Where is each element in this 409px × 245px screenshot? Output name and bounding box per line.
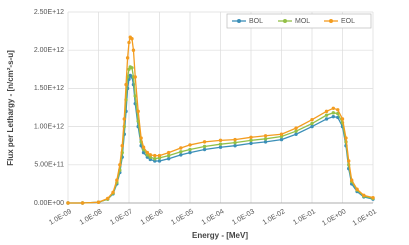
data-point: [130, 37, 134, 41]
x-tick-label: 1.0E-03: [231, 208, 256, 226]
legend-marker: [283, 19, 287, 23]
legend-marker: [237, 19, 241, 23]
data-point: [188, 143, 192, 147]
data-point: [347, 159, 351, 163]
data-point: [233, 144, 237, 148]
data-point: [131, 48, 136, 52]
y-tick-label: 1.00E+12: [34, 123, 64, 130]
data-point: [80, 201, 85, 205]
data-point: [324, 109, 329, 114]
y-tick-label: 1.50E+12: [34, 85, 64, 92]
data-point: [344, 136, 348, 140]
x-tick-label: 1.0E+01: [352, 208, 378, 227]
data-point: [124, 82, 128, 87]
x-tick-label: 1.0E-07: [109, 208, 134, 226]
data-point: [336, 108, 340, 112]
data-point: [349, 178, 354, 182]
x-axis-title: Energy - [MeV]: [192, 231, 248, 240]
data-point: [153, 156, 157, 161]
data-point: [127, 40, 131, 45]
data-point: [166, 150, 171, 155]
data-point: [188, 150, 192, 155]
x-tick-label: 1.0E+00: [321, 208, 347, 227]
y-tick-label: 5.00E+11: [34, 162, 64, 169]
data-point: [371, 195, 375, 200]
data-point: [120, 144, 124, 148]
data-point: [218, 145, 223, 149]
x-tick-label: 1.0E-04: [201, 208, 226, 226]
data-point: [340, 117, 345, 121]
data-point: [202, 140, 207, 144]
data-point: [133, 94, 137, 98]
data-point: [115, 178, 119, 182]
y-axis-title: Flux per Lethargy - [n/cm²-s-u]: [6, 50, 15, 166]
y-tick-label: 0.00E+00: [34, 200, 64, 207]
data-point: [233, 137, 237, 142]
data-point: [130, 66, 134, 70]
data-point: [355, 187, 359, 191]
data-point: [141, 145, 146, 149]
data-point: [362, 193, 366, 198]
x-tick-label: 1.0E-02: [262, 208, 287, 226]
data-point: [331, 106, 336, 110]
data-point: [105, 196, 110, 201]
data-point: [157, 153, 162, 158]
x-tick-label: 1.0E-09: [48, 208, 73, 226]
legend-label: EOL: [341, 18, 355, 25]
data-point: [188, 147, 192, 152]
x-tick-label: 1.0E-08: [79, 208, 104, 226]
data-point: [249, 141, 253, 146]
x-tick-label: 1.0E-06: [140, 208, 165, 226]
data-point: [148, 153, 153, 157]
legend-label: MOL: [295, 18, 310, 25]
y-tick-label: 2.50E+12: [34, 9, 64, 16]
data-point: [122, 117, 126, 121]
x-tick-label: 1.0E-01: [292, 208, 317, 226]
data-point: [249, 138, 253, 143]
data-point: [202, 147, 207, 152]
data-point: [279, 132, 284, 136]
legend-label: BOL: [249, 18, 263, 25]
data-point: [310, 118, 314, 122]
data-point: [331, 114, 336, 119]
data-point: [179, 146, 183, 150]
data-point: [202, 144, 207, 149]
data-point: [157, 159, 162, 163]
data-point: [233, 140, 237, 145]
data-point: [294, 126, 298, 130]
data-point: [166, 156, 171, 161]
data-point: [263, 134, 268, 138]
data-point: [279, 137, 284, 142]
x-tick-label: 1.0E-05: [170, 208, 195, 226]
data-point: [294, 129, 298, 133]
data-point: [136, 109, 140, 114]
legend-marker: [329, 19, 333, 23]
data-point: [179, 153, 183, 157]
data-point: [133, 75, 137, 79]
data-point: [331, 111, 336, 115]
y-tick-label: 2.00E+12: [34, 47, 64, 54]
data-point: [310, 124, 314, 129]
data-point: [294, 132, 298, 136]
data-point: [96, 200, 101, 204]
data-point: [263, 137, 268, 141]
data-point: [118, 163, 122, 167]
data-point: [179, 150, 183, 154]
data-point: [125, 56, 130, 60]
data-point: [111, 190, 115, 195]
legend-box: [226, 13, 372, 29]
data-point: [310, 121, 314, 126]
data-point: [249, 135, 253, 139]
data-point: [218, 138, 223, 143]
data-point: [145, 150, 150, 155]
data-point: [66, 201, 70, 205]
data-point: [166, 153, 171, 158]
data-point: [324, 113, 329, 117]
data-point: [263, 140, 268, 144]
data-point: [324, 117, 329, 121]
data-point: [218, 142, 223, 146]
data-point: [153, 153, 157, 158]
data-point: [139, 136, 143, 140]
